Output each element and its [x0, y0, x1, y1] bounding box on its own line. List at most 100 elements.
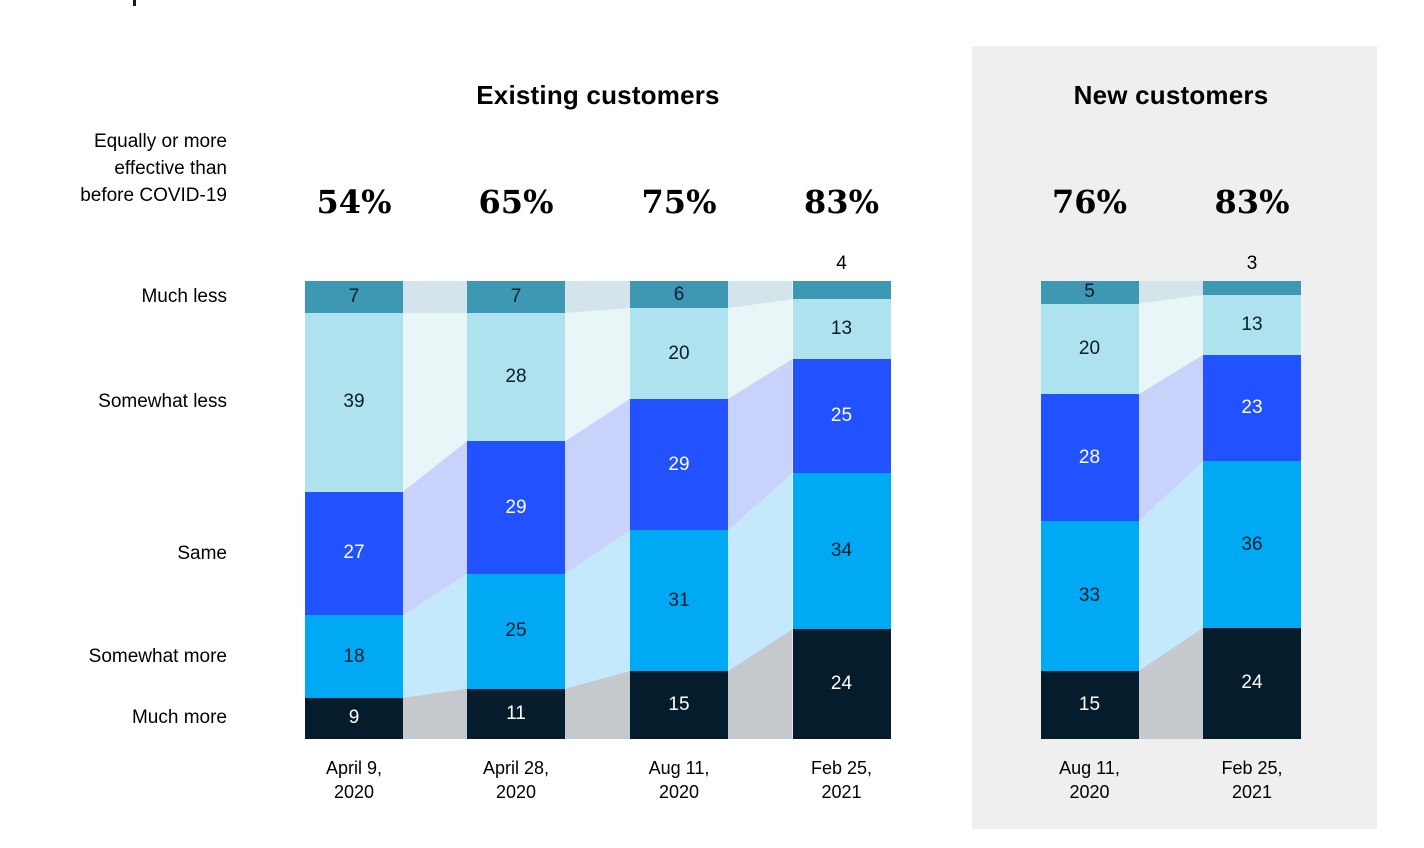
stacked-bar: 7 28 29 25 11	[467, 281, 565, 739]
connector-band-same	[728, 358, 793, 531]
segment-value-label: 20	[668, 342, 690, 364]
stacked-bar: 5 20 28 33 15	[1040, 281, 1139, 739]
left-axis-summary-label: Equally or more effective than before CO…	[80, 131, 227, 206]
bar-segment-much-more: 9	[305, 697, 403, 739]
bar-segment-much-less	[792, 281, 891, 300]
segment-value-label-above: 4	[836, 253, 847, 274]
stacked-bar: 13 23 36 24	[1203, 281, 1301, 739]
connector-band-somewhat-more	[565, 530, 630, 689]
segment-value-label: 24	[1241, 672, 1263, 694]
segment-value-label: 29	[505, 496, 527, 518]
connector-band-much-less	[565, 281, 630, 314]
segment-value-label: 34	[830, 540, 853, 562]
stacked-bar: 13 25 34 24	[792, 281, 891, 739]
category-label-somewhat-less: Somewhat less	[98, 391, 227, 413]
date-label: Feb 25, 2021	[1221, 758, 1283, 802]
segment-value-label: 29	[668, 453, 690, 475]
segment-value-label: 25	[830, 405, 853, 427]
segment-value-label: 23	[1241, 397, 1263, 419]
bar-segment-much-more: 11	[467, 688, 565, 739]
connector-band-much-more	[728, 629, 793, 739]
date-label: Feb 25, 2021	[810, 758, 873, 802]
bar-segment-somewhat-less: 39	[305, 313, 403, 492]
category-label-same: Same	[177, 542, 227, 564]
bar-segment-same: 27	[305, 491, 403, 616]
summary-percentage: 65%	[478, 183, 554, 221]
connector-band-much-less	[403, 281, 467, 314]
stacked-bar: 7 39 27 18 9	[305, 281, 403, 739]
bar-segment-somewhat-less: 13	[1203, 294, 1301, 356]
connector-band-somewhat-less	[565, 308, 630, 442]
connector-band-much-less	[728, 281, 793, 309]
bar-segment-same: 29	[467, 441, 565, 575]
segment-value-label: 27	[343, 542, 365, 564]
connector-band-much-less	[1138, 281, 1203, 304]
segment-value-label: 25	[505, 620, 527, 642]
segment-value-label: 39	[343, 391, 365, 413]
bar-segment-much-more: 24	[1203, 627, 1301, 739]
date-label: Aug 11, 2020	[1059, 758, 1120, 802]
segment-value-label: 13	[1241, 313, 1263, 335]
date-label: April 9, 2020	[325, 758, 383, 802]
segment-value-label: 7	[348, 286, 360, 308]
segment-value-label: 33	[1078, 585, 1101, 607]
connector-band-same	[1138, 355, 1203, 522]
group-title-existing-customers: Existing customers	[476, 80, 720, 110]
bar-segment-same: 29	[630, 398, 728, 531]
segment-value-label: 28	[505, 366, 527, 388]
bar-segment-much-less: 7	[305, 281, 403, 314]
summary-percentage: 75%	[641, 183, 717, 221]
date-label: April 28, 2020	[482, 758, 550, 802]
bar-segment-same: 23	[1203, 355, 1301, 462]
bar-segment-somewhat-less: 20	[630, 308, 728, 399]
bar-segment-somewhat-less: 20	[1040, 303, 1139, 395]
category-label-somewhat-more: Somewhat more	[88, 645, 227, 667]
connector-band-much-more	[403, 688, 467, 739]
connector-band-somewhat-less	[403, 313, 467, 492]
segment-value-label: 15	[668, 693, 690, 715]
segment-value-label: 13	[830, 318, 853, 340]
segment-value-label: 11	[506, 702, 526, 724]
summary-percentage: 83%	[1214, 183, 1290, 221]
segment-value-label: 7	[510, 286, 522, 308]
bar-segment-much-less: 7	[467, 281, 565, 314]
connector-band-somewhat-more	[403, 574, 467, 698]
connector-band-much-more	[1138, 627, 1203, 739]
bar-segment-much-more: 15	[630, 670, 728, 739]
segment-value-label: 18	[343, 645, 365, 667]
segment-value-label: 20	[1078, 338, 1101, 360]
bar-segment-somewhat-more: 31	[630, 530, 728, 671]
segment-value-label: 31	[668, 589, 690, 611]
connector-band-somewhat-less	[728, 299, 793, 399]
connector-band-same	[565, 398, 630, 575]
date-label: Aug 11, 2020	[648, 758, 710, 802]
category-label-much-more: Much more	[131, 707, 227, 729]
bar-segment-somewhat-more: 25	[467, 574, 565, 689]
connector-band-somewhat-less	[1138, 294, 1203, 395]
segment-value-label: 5	[1084, 281, 1095, 303]
category-label-much-less: Much less	[141, 286, 227, 308]
segment-value-label-above: 3	[1246, 253, 1258, 274]
bar-segment-somewhat-more: 18	[305, 615, 403, 698]
bar-segment-much-more: 24	[792, 629, 891, 739]
segment-value-label: 36	[1241, 533, 1263, 555]
cropped-text-fragment	[133, 0, 136, 6]
segment-value-label: 15	[1078, 693, 1101, 715]
summary-percentage: 83%	[804, 183, 879, 221]
summary-percentage: 54%	[316, 183, 392, 221]
bar-segment-somewhat-more: 33	[1040, 521, 1139, 671]
bar-segment-same: 28	[1040, 394, 1139, 522]
summary-percentage: 76%	[1052, 183, 1127, 221]
connector-band-somewhat-more	[1138, 461, 1203, 671]
bar-segment-much-less: 6	[630, 281, 728, 309]
segment-value-label: 28	[1078, 446, 1101, 468]
connector-band-much-more	[565, 670, 630, 739]
segment-value-label: 9	[348, 707, 360, 729]
bar-segment-somewhat-less: 13	[792, 299, 891, 359]
bar-segment-much-less	[1203, 281, 1301, 295]
bar-segment-somewhat-more: 36	[1203, 461, 1301, 628]
bar-segment-much-more: 15	[1040, 670, 1139, 739]
